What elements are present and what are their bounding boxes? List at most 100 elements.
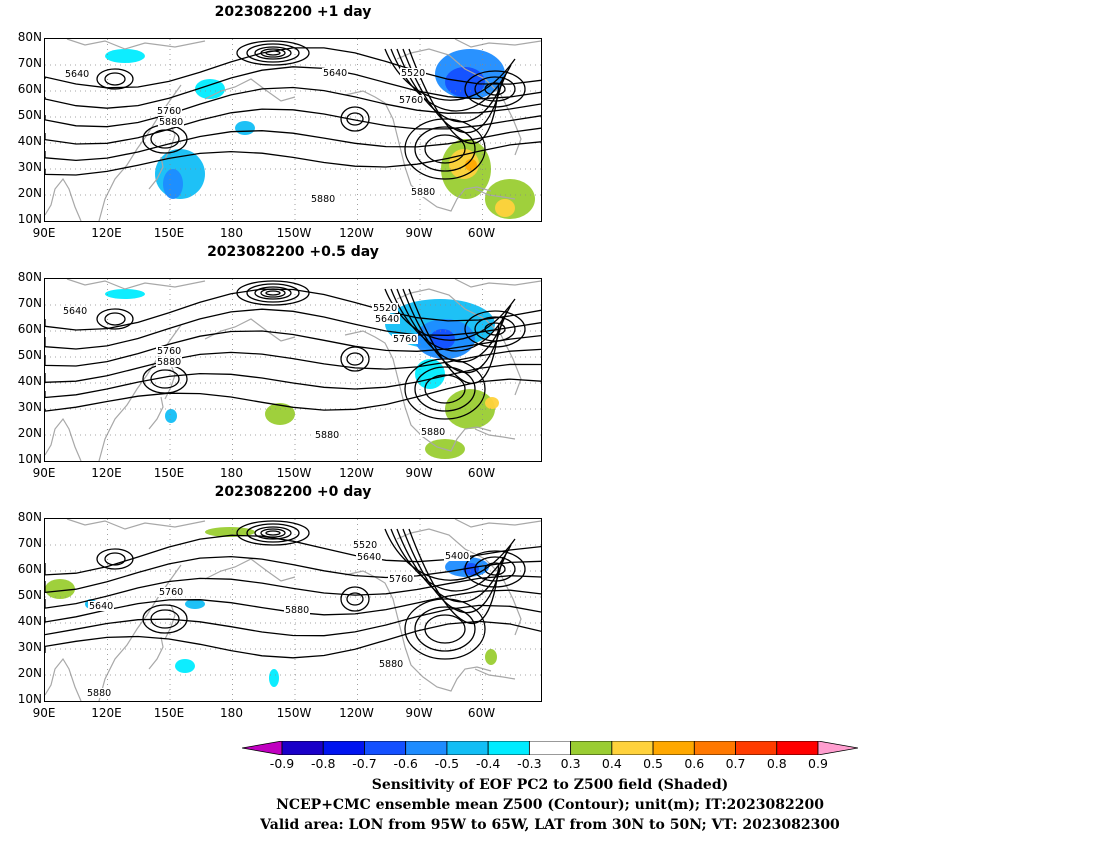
lat-label: 60N — [17, 82, 42, 96]
z500-contour — [142, 124, 188, 154]
lat-label: 40N — [17, 614, 42, 628]
z500-contour — [45, 127, 541, 162]
coastline — [454, 39, 541, 48]
z500-contour — [484, 562, 506, 576]
coastline — [474, 428, 516, 440]
lat-label: 80N — [17, 270, 42, 284]
contour-label-bg — [86, 688, 112, 698]
colorbar-tick-label: 0.6 — [684, 756, 705, 771]
z500-contour — [265, 50, 281, 56]
lat-label: 10N — [17, 692, 42, 706]
lon-label: 120W — [339, 706, 374, 720]
coastline — [344, 330, 492, 452]
colorbar-tick-label: -0.3 — [517, 756, 542, 771]
colorbar-tick-label: 0.3 — [560, 756, 581, 771]
contour-label-bg — [156, 346, 182, 356]
contour-label-bg — [378, 659, 404, 669]
coastline — [45, 657, 82, 701]
colorbar-tick-label: 0.7 — [725, 756, 746, 771]
z500-contour — [384, 48, 516, 101]
coastline — [98, 564, 182, 701]
colorbar-tick-label: -0.6 — [393, 756, 418, 771]
colorbar-box — [446, 741, 489, 755]
coastline — [344, 570, 492, 692]
lat-label: 10N — [17, 452, 42, 466]
lon-label: 180 — [220, 706, 243, 720]
colorbar-arrow-low — [242, 741, 283, 755]
z500-contour — [340, 106, 370, 132]
z500-contour — [404, 598, 486, 660]
map-frame: 5640 5640 5520 5760 5760 5880 5880 5880 — [44, 38, 542, 222]
colorbar-tick-label: -0.4 — [475, 756, 501, 771]
map-panel-2: 2023082200 +0.5 day 5640 5520 5640 5760 5760… — [0, 240, 560, 480]
lat-label: 30N — [17, 160, 42, 174]
lat-label: 80N — [17, 510, 42, 524]
lon-label: 150W — [276, 706, 312, 720]
lon-label: 120E — [91, 466, 122, 480]
z500-contour — [414, 126, 476, 172]
z500-contour — [104, 312, 126, 326]
contour-label-bg — [156, 106, 182, 116]
z500-contour — [414, 606, 476, 652]
colorbar-box — [570, 741, 613, 755]
sensitivity-shading — [269, 669, 279, 687]
coastline — [474, 188, 516, 200]
z500-contour — [265, 290, 281, 296]
z500-contour — [45, 308, 541, 350]
lon-label: 90E — [32, 226, 56, 240]
lon-label: 60W — [467, 466, 496, 480]
contour-label-bg — [420, 427, 446, 437]
z500-contour — [236, 520, 310, 546]
colorbar-box — [735, 741, 778, 755]
lon-label: 150E — [153, 706, 185, 720]
colorbar-tick-label: -0.9 — [269, 756, 295, 771]
contour-label-bg — [314, 430, 340, 440]
coastline — [454, 279, 541, 288]
lon-label: 90E — [32, 466, 56, 480]
panel-title: 2023082200 +0.5 day — [207, 244, 379, 260]
contour-label: 5400 — [445, 551, 469, 562]
caption-line-3: Valid area: LON from 95W to 65W, LAT fro… — [260, 817, 840, 833]
coastline — [474, 668, 516, 680]
z500-contour — [142, 364, 188, 394]
z500-contour — [45, 620, 541, 659]
lon-label: 150W — [276, 226, 312, 240]
contour-label-bg — [374, 314, 400, 324]
coastline — [396, 528, 522, 636]
map-frame: 5640 5520 5640 5760 5760 5880 5880 5880 — [44, 278, 542, 462]
z500-contour — [340, 346, 370, 372]
map-panel-3: 2023082200 +0 day 5520 5640 5400 5760 5760 56… — [0, 480, 560, 720]
z500-contour — [464, 310, 526, 348]
contour-label: 5880 — [159, 117, 183, 128]
contour-label: 5880 — [379, 659, 403, 670]
coastline — [45, 417, 82, 461]
coastline — [148, 636, 164, 670]
contour-label-bg — [398, 95, 424, 105]
z500-contour — [260, 288, 286, 298]
contour-label: 5760 — [389, 574, 413, 585]
colorbar-box — [776, 741, 819, 755]
z500-contour — [96, 548, 134, 570]
coastline — [98, 84, 182, 221]
lon-label: 150W — [276, 466, 312, 480]
caption-line-2: NCEP+CMC ensemble mean Z500 (Contour); u… — [276, 797, 824, 813]
contour-label: 5880 — [421, 427, 445, 438]
z500-contour — [260, 528, 286, 538]
colorbar-box — [281, 741, 324, 755]
lon-label: 150E — [153, 466, 185, 480]
coastline — [66, 519, 206, 530]
z500-contour — [45, 66, 541, 109]
lon-label: 90W — [405, 226, 433, 240]
contour-label-bg — [400, 68, 426, 78]
lat-label: 80N — [17, 30, 42, 44]
contour-label: 5520 — [401, 68, 425, 79]
z500-contour — [45, 330, 541, 367]
z500-contour — [150, 609, 180, 629]
colorbar-tick-label: 0.9 — [808, 756, 828, 771]
contour-label-bg — [392, 334, 418, 344]
contour-label: 5640 — [63, 306, 87, 317]
coastline — [396, 288, 522, 396]
contour-label: 5640 — [357, 552, 381, 563]
z500-contour — [104, 552, 126, 566]
z500-contour — [96, 308, 134, 330]
